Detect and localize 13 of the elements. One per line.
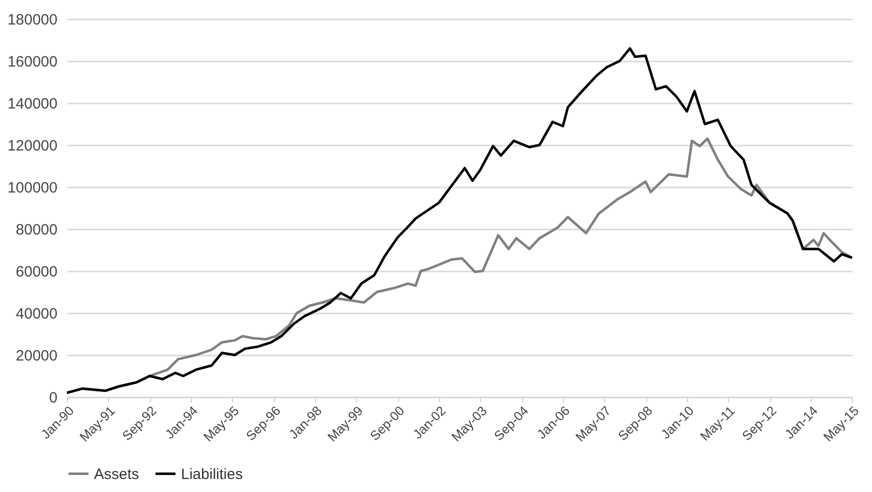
legend-label: Assets	[94, 466, 140, 483]
legend-label: Liabilities	[181, 466, 243, 483]
y-tick-label: 20000	[16, 348, 58, 364]
y-tick-label: 0	[49, 390, 58, 406]
y-tick-label: 140000	[7, 96, 58, 112]
y-tick-label: 80000	[16, 222, 58, 238]
y-tick-label: 120000	[7, 138, 58, 154]
y-tick-label: 40000	[16, 306, 58, 322]
y-tick-label: 160000	[7, 54, 58, 70]
y-tick-label: 180000	[7, 12, 58, 28]
y-tick-label: 100000	[7, 180, 58, 196]
line-series	[66, 47, 854, 394]
y-tick-label: 60000	[16, 264, 58, 280]
